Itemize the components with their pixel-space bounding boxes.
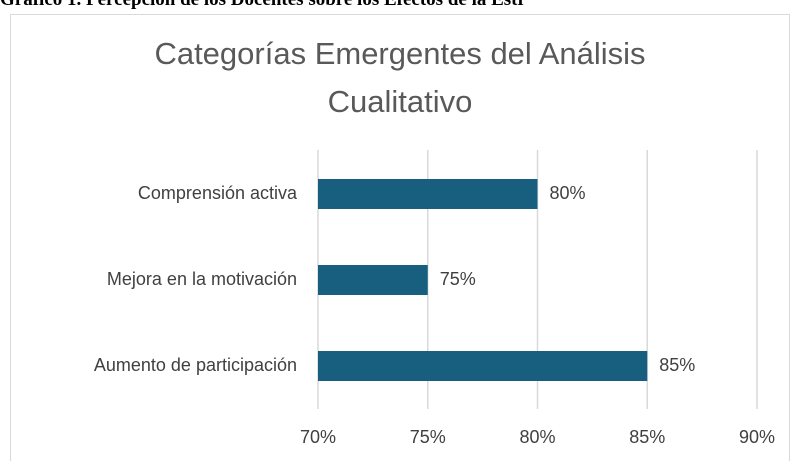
caption: Gráfico 1. Percepción de los Docentes so… xyxy=(0,0,526,11)
y-tick-label: Comprensión activa xyxy=(138,183,298,203)
x-tick-label: 70% xyxy=(300,427,336,447)
y-tick-label: Mejora en la motivación xyxy=(107,269,297,289)
x-tick-label: 90% xyxy=(739,427,775,447)
x-tick-label: 75% xyxy=(410,427,446,447)
x-tick-label: 85% xyxy=(629,427,665,447)
x-tick-label: 80% xyxy=(519,427,555,447)
data-label: 85% xyxy=(659,355,695,375)
chart-title: Categorías Emergentes del Análisis Cuali… xyxy=(154,36,646,119)
data-label: 75% xyxy=(440,269,476,289)
chart-frame xyxy=(10,14,790,461)
bar xyxy=(318,179,538,209)
y-tick-label: Aumento de participación xyxy=(94,355,297,375)
bar xyxy=(318,265,428,295)
bar xyxy=(318,351,648,381)
data-label: 80% xyxy=(550,183,586,203)
